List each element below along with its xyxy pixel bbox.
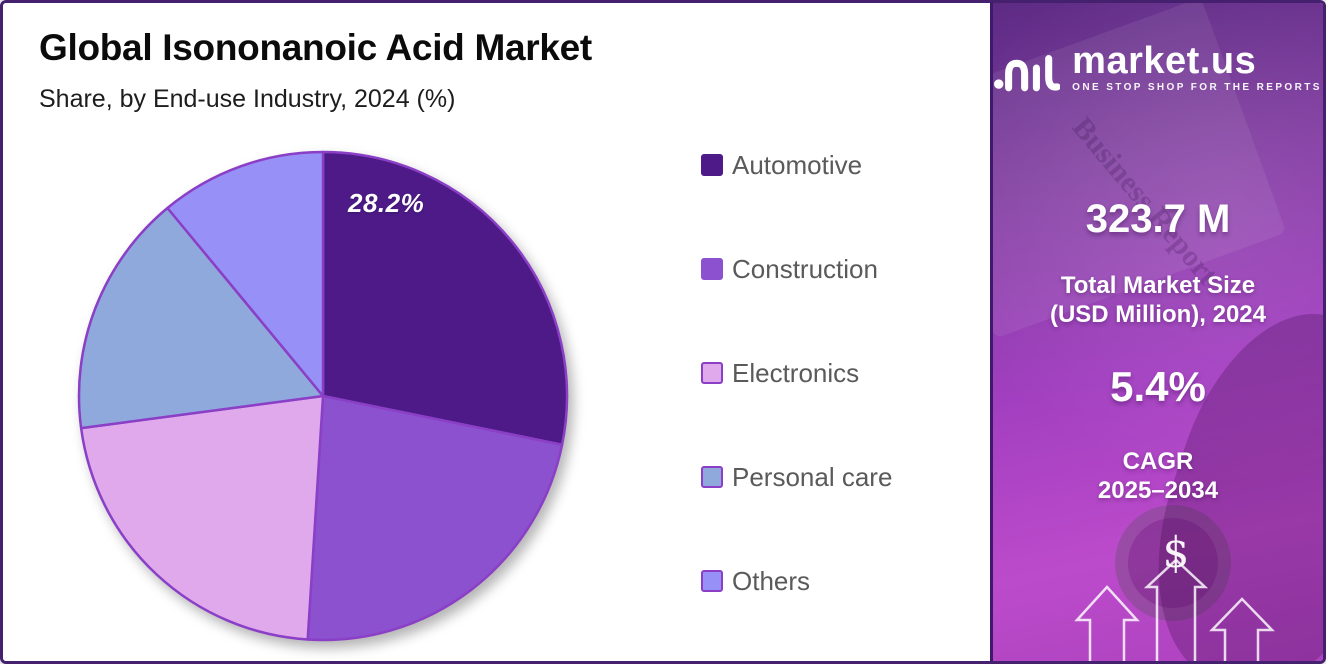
dollar-icon: $	[1163, 528, 1190, 577]
legend-item-personal-care: Personal care	[701, 461, 893, 492]
legend-label-personal-care: Personal care	[732, 461, 893, 492]
legend-swatch-automotive	[701, 154, 723, 176]
chart-panel: Global Isononanoic Acid Market Share, by…	[3, 3, 993, 661]
legend-swatch-electronics	[701, 362, 723, 384]
legend-item-electronics: Electronics	[701, 357, 892, 388]
legend-swatch-personal-care	[701, 466, 723, 488]
legend-item-construction: Construction	[701, 253, 892, 284]
marketus-logo-icon	[994, 55, 1061, 92]
legend-item-others: Others	[701, 565, 892, 596]
cagr-label: CAGR 2025–2034	[993, 447, 1323, 505]
market-size-label-line1: Total Market Size	[1060, 272, 1256, 299]
pie-slice-value-label: 28.2%	[348, 188, 425, 218]
legend-label-others: Others	[732, 565, 811, 596]
growth-arrow-center	[1143, 558, 1209, 661]
cagr-label-line1: CAGR	[1122, 448, 1194, 475]
market-size-label-line2: (USD Million), 2024	[1049, 301, 1267, 328]
brand-tagline: ONE STOP SHOP FOR THE REPORTS	[1072, 82, 1322, 93]
legend-label-automotive: Automotive	[732, 149, 863, 180]
legend-swatch-construction	[701, 258, 723, 280]
brand-sidebar: Business Report market.us ONE STOP SHOP …	[990, 3, 1323, 661]
brand-name: market.us	[1072, 40, 1257, 82]
growth-arrow-left	[1074, 585, 1140, 661]
pie-slice-electronics	[79, 394, 325, 641]
growth-arrow-right	[1209, 597, 1275, 661]
brand-logo-text: market.us ONE STOP SHOP FOR THE REPORTS	[1072, 40, 1322, 93]
cagr-value: 5.4%	[1110, 363, 1206, 410]
pie-slice-automotive	[321, 150, 569, 446]
pie-slice-others	[166, 150, 325, 398]
chart-subtitle: Share, by End-use Industry, 2024 (%)	[39, 85, 456, 113]
legend: Automotive Construction Electronics Persona…	[701, 149, 893, 661]
page-title: Global Isononanoic Acid Market	[39, 27, 592, 68]
pie-chart	[77, 150, 569, 642]
pie-slice-personal-care	[77, 206, 325, 430]
legend-swatch-others	[701, 570, 723, 592]
legend-label-construction: Construction	[732, 253, 878, 284]
cagr-label-line2: 2025–2034	[1097, 477, 1219, 504]
market-size-value: 323.7 M	[1085, 197, 1231, 241]
legend-label-electronics: Electronics	[732, 357, 860, 388]
legend-item-automotive: Automotive	[701, 149, 892, 180]
market-size-label: Total Market Size (USD Million), 2024	[993, 271, 1323, 329]
growth-arrows-icon: $	[1074, 528, 1275, 661]
brand-logo: market.us ONE STOP SHOP FOR THE REPORTS	[993, 40, 1323, 93]
pie-slice-construction	[306, 394, 564, 642]
